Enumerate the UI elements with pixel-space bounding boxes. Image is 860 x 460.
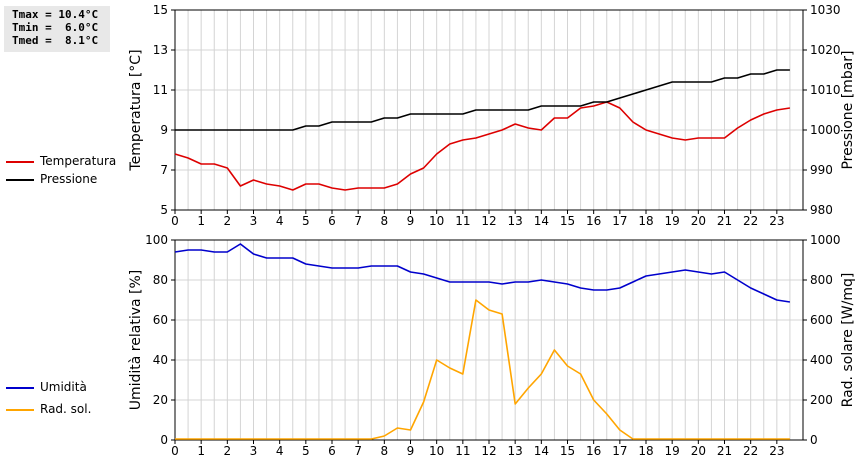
bottom-ylabel-left: Umidità relativa [%] bbox=[128, 270, 144, 411]
bottom-x-tick-label: 9 bbox=[407, 444, 415, 458]
top-x-tick-label: 0 bbox=[171, 214, 179, 228]
bottom-series-1-line bbox=[175, 299, 790, 440]
bottom-x-tick-label: 16 bbox=[586, 444, 601, 458]
bottom-x-tick-label: 1 bbox=[197, 444, 205, 458]
legend-label-umidita: Umidità bbox=[40, 380, 87, 394]
bottom-x-tick-label: 17 bbox=[612, 444, 627, 458]
top-x-tick-label: 18 bbox=[638, 214, 653, 228]
top-ylabel-left: Temperatura [°C] bbox=[128, 49, 144, 171]
legend-swatch-temperatura bbox=[6, 160, 34, 163]
top-x-tick-label: 4 bbox=[276, 214, 284, 228]
legend-swatch-pressione bbox=[6, 178, 34, 181]
top-x-tick-label: 3 bbox=[250, 214, 258, 228]
bottom-yr-tick-label: 0 bbox=[810, 433, 818, 447]
legend-radsol: Rad. sol. bbox=[6, 401, 91, 417]
bottom-x-tick-label: 5 bbox=[302, 444, 310, 458]
top-yl-tick-label: 11 bbox=[153, 83, 168, 97]
bottom-yl-tick-label: 80 bbox=[153, 273, 168, 287]
top-x-tick-label: 1 bbox=[197, 214, 205, 228]
legend-pressione: Pressione bbox=[6, 171, 97, 187]
bottom-x-tick-label: 3 bbox=[250, 444, 258, 458]
bottom-x-tick-label: 11 bbox=[455, 444, 470, 458]
bottom-yr-tick-label: 800 bbox=[810, 273, 833, 287]
top-yr-tick-label: 1030 bbox=[810, 3, 841, 17]
top-x-tick-label: 11 bbox=[455, 214, 470, 228]
bottom-x-tick-label: 0 bbox=[171, 444, 179, 458]
bottom-x-tick-label: 8 bbox=[381, 444, 389, 458]
top-x-tick-label: 19 bbox=[665, 214, 680, 228]
top-x-tick-label: 22 bbox=[743, 214, 758, 228]
top-x-tick-label: 10 bbox=[429, 214, 444, 228]
tmax-text: Tmax = 10.4°C bbox=[12, 8, 99, 21]
bottom-yl-tick-label: 0 bbox=[160, 433, 168, 447]
top-x-tick-label: 16 bbox=[586, 214, 601, 228]
tmed-text: Tmed = 8.1°C bbox=[12, 34, 99, 47]
bottom-x-tick-label: 23 bbox=[769, 444, 784, 458]
top-x-tick-label: 14 bbox=[534, 214, 549, 228]
top-x-tick-label: 7 bbox=[354, 214, 362, 228]
stats-box: Tmax = 10.4°C Tmin = 6.0°C Tmed = 8.1°C bbox=[4, 6, 110, 52]
legend-umidita: Umidità bbox=[6, 379, 87, 395]
top-yl-tick-label: 5 bbox=[160, 203, 168, 217]
top-yr-tick-label: 1010 bbox=[810, 83, 841, 97]
top-x-tick-label: 13 bbox=[508, 214, 523, 228]
bottom-yr-tick-label: 600 bbox=[810, 313, 833, 327]
bottom-x-tick-label: 15 bbox=[560, 444, 575, 458]
top-yl-tick-label: 7 bbox=[160, 163, 168, 177]
bottom-chart: 0 1 2 3 4 5 6 7 8 9 10 11 12 13 14 15 16 17 18 19 20 21 22 2302… bbox=[128, 233, 856, 458]
legend-swatch-umidita bbox=[6, 386, 34, 389]
bottom-yl-tick-label: 100 bbox=[145, 233, 168, 247]
top-ylabel-right: Pressione [mbar] bbox=[840, 50, 856, 169]
top-x-tick-label: 2 bbox=[224, 214, 232, 228]
top-x-tick-label: 15 bbox=[560, 214, 575, 228]
top-x-tick-label: 8 bbox=[381, 214, 389, 228]
bottom-yr-tick-label: 1000 bbox=[810, 233, 841, 247]
bottom-x-tick-label: 6 bbox=[328, 444, 336, 458]
top-yr-tick-label: 1020 bbox=[810, 43, 841, 57]
top-x-tick-label: 23 bbox=[769, 214, 784, 228]
top-x-tick-label: 21 bbox=[717, 214, 732, 228]
bottom-yl-tick-label: 40 bbox=[153, 353, 168, 367]
bottom-yr-tick-label: 200 bbox=[810, 393, 833, 407]
top-x-tick-label: 5 bbox=[302, 214, 310, 228]
top-x-tick-label: 20 bbox=[691, 214, 706, 228]
bottom-x-tick-label: 2 bbox=[224, 444, 232, 458]
tmin-text: Tmin = 6.0°C bbox=[12, 21, 99, 34]
bottom-x-tick-label: 18 bbox=[638, 444, 653, 458]
bottom-x-tick-label: 13 bbox=[508, 444, 523, 458]
top-x-tick-label: 12 bbox=[481, 214, 496, 228]
top-x-tick-label: 6 bbox=[328, 214, 336, 228]
bottom-x-tick-label: 7 bbox=[354, 444, 362, 458]
top-yr-tick-label: 1000 bbox=[810, 123, 841, 137]
top-yr-tick-label: 980 bbox=[810, 203, 833, 217]
bottom-x-tick-label: 4 bbox=[276, 444, 284, 458]
bottom-x-tick-label: 20 bbox=[691, 444, 706, 458]
legend-swatch-radsol bbox=[6, 408, 34, 411]
bottom-x-tick-label: 22 bbox=[743, 444, 758, 458]
bottom-x-tick-label: 14 bbox=[534, 444, 549, 458]
legend-temperatura: Temperatura bbox=[6, 153, 116, 169]
legend-label-temperatura: Temperatura bbox=[40, 154, 117, 168]
legend-label-radsol: Rad. sol. bbox=[40, 402, 92, 416]
bottom-x-tick-label: 21 bbox=[717, 444, 732, 458]
bottom-yl-tick-label: 60 bbox=[153, 313, 168, 327]
top-series-1-line bbox=[175, 69, 790, 131]
top-yl-tick-label: 13 bbox=[153, 43, 168, 57]
bottom-x-tick-label: 19 bbox=[665, 444, 680, 458]
bottom-yl-tick-label: 20 bbox=[153, 393, 168, 407]
top-yl-tick-label: 9 bbox=[160, 123, 168, 137]
bottom-yr-tick-label: 400 bbox=[810, 353, 833, 367]
top-chart: 0 1 2 3 4 5 6 7 8 9 10 11 12 13 14 15 16 17 18 19 20 21 22 2357… bbox=[128, 3, 856, 228]
bottom-series-0-line bbox=[174, 243, 791, 303]
bottom-ylabel-right: Rad. solare [W/mq] bbox=[840, 273, 856, 408]
top-yr-tick-label: 990 bbox=[810, 163, 833, 177]
bottom-x-tick-label: 12 bbox=[481, 444, 496, 458]
top-yl-tick-label: 15 bbox=[153, 3, 168, 17]
legend-label-pressione: Pressione bbox=[40, 172, 98, 186]
top-series-0-line bbox=[174, 101, 791, 191]
top-x-tick-label: 9 bbox=[407, 214, 415, 228]
bottom-x-tick-label: 10 bbox=[429, 444, 444, 458]
top-x-tick-label: 17 bbox=[612, 214, 627, 228]
